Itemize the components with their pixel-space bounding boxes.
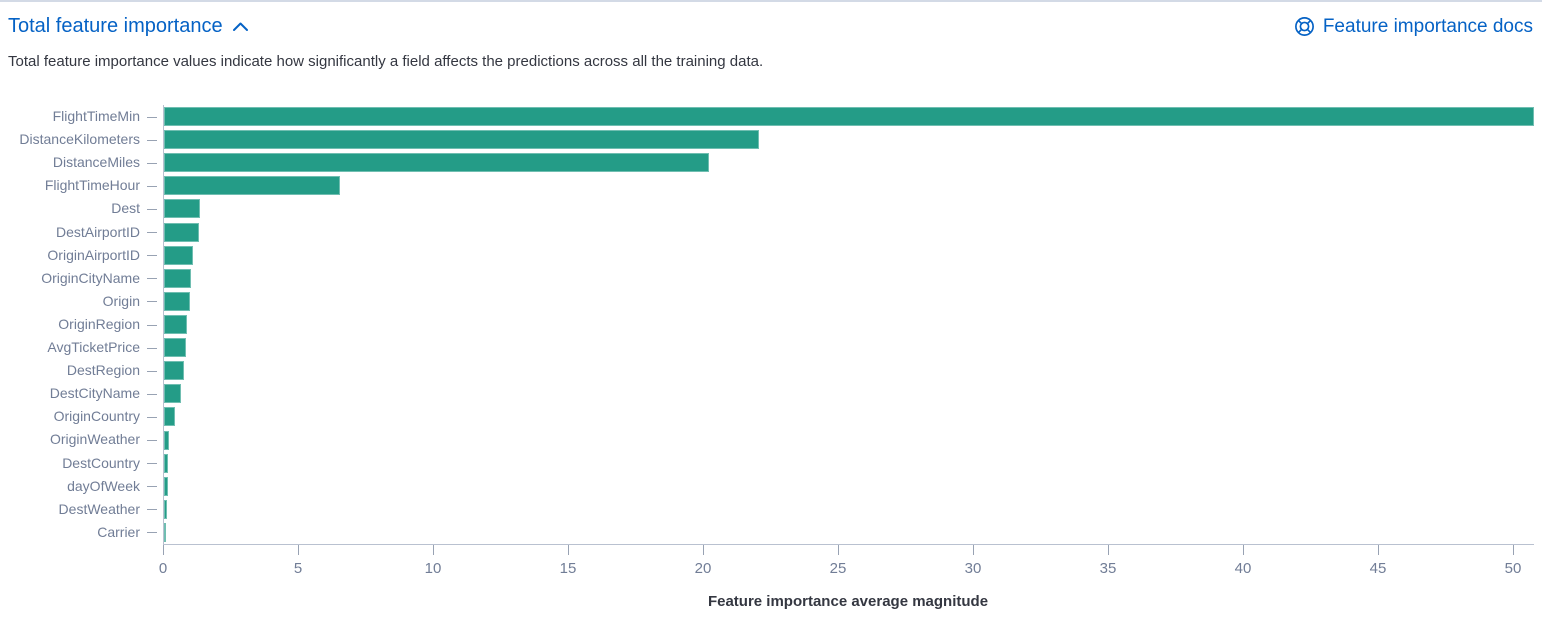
bar bbox=[164, 130, 760, 150]
y-axis-label: DistanceKilometers bbox=[19, 131, 140, 148]
bar bbox=[164, 361, 184, 381]
y-axis-label: DestRegion bbox=[66, 362, 140, 379]
x-axis-tick-label: 15 bbox=[559, 560, 577, 577]
x-axis-tick bbox=[1513, 545, 1515, 555]
x-axis-tick bbox=[568, 545, 569, 555]
x-axis-tick bbox=[1378, 545, 1380, 555]
docs-link-label: Feature importance docs bbox=[1322, 15, 1533, 37]
y-axis-label: OriginCountry bbox=[53, 408, 140, 425]
x-axis-tick bbox=[973, 545, 974, 555]
y-axis-label: DestCountry bbox=[62, 454, 140, 471]
bar bbox=[164, 476, 169, 496]
bar bbox=[164, 522, 166, 542]
y-axis-label: DestAirportID bbox=[55, 223, 140, 240]
x-axis-tick-label: 25 bbox=[829, 560, 847, 577]
section-title: Total feature importance bbox=[8, 15, 223, 37]
y-axis-tick bbox=[147, 324, 157, 326]
feature-importance-docs-link[interactable]: Feature importance docs bbox=[1294, 16, 1533, 38]
x-axis-tick-label: 35 bbox=[1099, 560, 1117, 577]
y-axis-tick bbox=[147, 185, 157, 187]
y-axis-tick bbox=[147, 255, 157, 257]
x-axis-tick bbox=[298, 545, 299, 555]
total-feature-importance-toggle[interactable]: Total feature importance bbox=[8, 15, 249, 38]
x-axis-tick bbox=[1108, 545, 1109, 555]
panel-header: Total feature importance Feature importa… bbox=[8, 15, 1533, 38]
x-axis-tick-label: 40 bbox=[1234, 560, 1252, 577]
x-axis-tick-label: 45 bbox=[1369, 560, 1387, 577]
y-axis-tick bbox=[147, 486, 157, 488]
x-axis-tick bbox=[838, 545, 839, 555]
y-axis-label: FlightTimeMin bbox=[52, 108, 140, 124]
bar bbox=[164, 499, 167, 519]
y-axis-label: DestWeather bbox=[58, 500, 140, 517]
y-axis-label: DestCityName bbox=[49, 385, 140, 402]
bar bbox=[164, 384, 181, 404]
x-axis-tick-label: 10 bbox=[424, 560, 442, 577]
bar bbox=[164, 107, 1534, 127]
x-axis-title: Feature importance average magnitude bbox=[707, 593, 989, 610]
description-text: Total feature importance values indicate… bbox=[8, 53, 764, 70]
y-axis-label: Origin bbox=[102, 292, 140, 309]
bar bbox=[164, 291, 190, 311]
x-axis-tick bbox=[1243, 545, 1245, 555]
bar bbox=[164, 268, 191, 288]
x-axis-tick bbox=[163, 545, 164, 555]
x-axis-tick bbox=[433, 545, 434, 555]
y-axis-label: Dest bbox=[111, 200, 140, 217]
y-axis-label: OriginAirportID bbox=[47, 246, 140, 263]
x-axis-tick bbox=[703, 545, 704, 555]
bar bbox=[164, 222, 200, 242]
chevron-up-icon[interactable] bbox=[232, 21, 249, 32]
y-axis-tick bbox=[147, 532, 157, 534]
y-axis-label: OriginRegion bbox=[58, 315, 140, 332]
plot-area bbox=[163, 105, 1534, 545]
bar bbox=[164, 338, 187, 358]
bar bbox=[164, 176, 340, 196]
x-axis-tick-label: 5 bbox=[293, 560, 303, 577]
x-axis-tick-label: 0 bbox=[158, 560, 168, 577]
y-axis-label: OriginCityName bbox=[41, 269, 140, 286]
y-axis-tick bbox=[147, 370, 157, 372]
bar bbox=[164, 407, 176, 427]
y-axis-tick bbox=[147, 463, 157, 465]
y-axis-tick bbox=[147, 278, 157, 280]
bar bbox=[164, 245, 193, 265]
y-axis-tick bbox=[147, 116, 157, 118]
y-axis-label: dayOfWeek bbox=[67, 477, 140, 494]
y-axis-label: OriginWeather bbox=[49, 431, 140, 448]
bar bbox=[164, 315, 188, 334]
y-axis-tick bbox=[147, 416, 157, 418]
y-axis-tick bbox=[147, 347, 157, 349]
x-axis-tick-label: 20 bbox=[694, 560, 712, 577]
y-axis-tick bbox=[147, 208, 157, 210]
bar bbox=[164, 199, 200, 219]
x-axis-tick-label: 50 bbox=[1504, 560, 1522, 577]
y-axis-tick bbox=[147, 393, 157, 395]
y-axis-tick bbox=[147, 440, 157, 442]
y-axis-tick bbox=[147, 139, 157, 141]
bar bbox=[164, 153, 710, 173]
y-axis-label: AvgTicketPrice bbox=[47, 339, 140, 356]
bar bbox=[164, 430, 170, 450]
y-axis-tick bbox=[147, 301, 157, 303]
y-axis-label: DistanceMiles bbox=[52, 154, 140, 171]
y-axis-tick bbox=[147, 509, 157, 511]
x-axis-tick-label: 30 bbox=[964, 560, 982, 577]
y-axis-tick bbox=[147, 232, 157, 234]
y-axis-label: Carrier bbox=[97, 523, 140, 540]
bar bbox=[164, 453, 169, 473]
y-axis-tick bbox=[147, 162, 157, 164]
documentation-icon bbox=[1294, 17, 1314, 36]
y-axis-label: FlightTimeHour bbox=[44, 177, 140, 194]
